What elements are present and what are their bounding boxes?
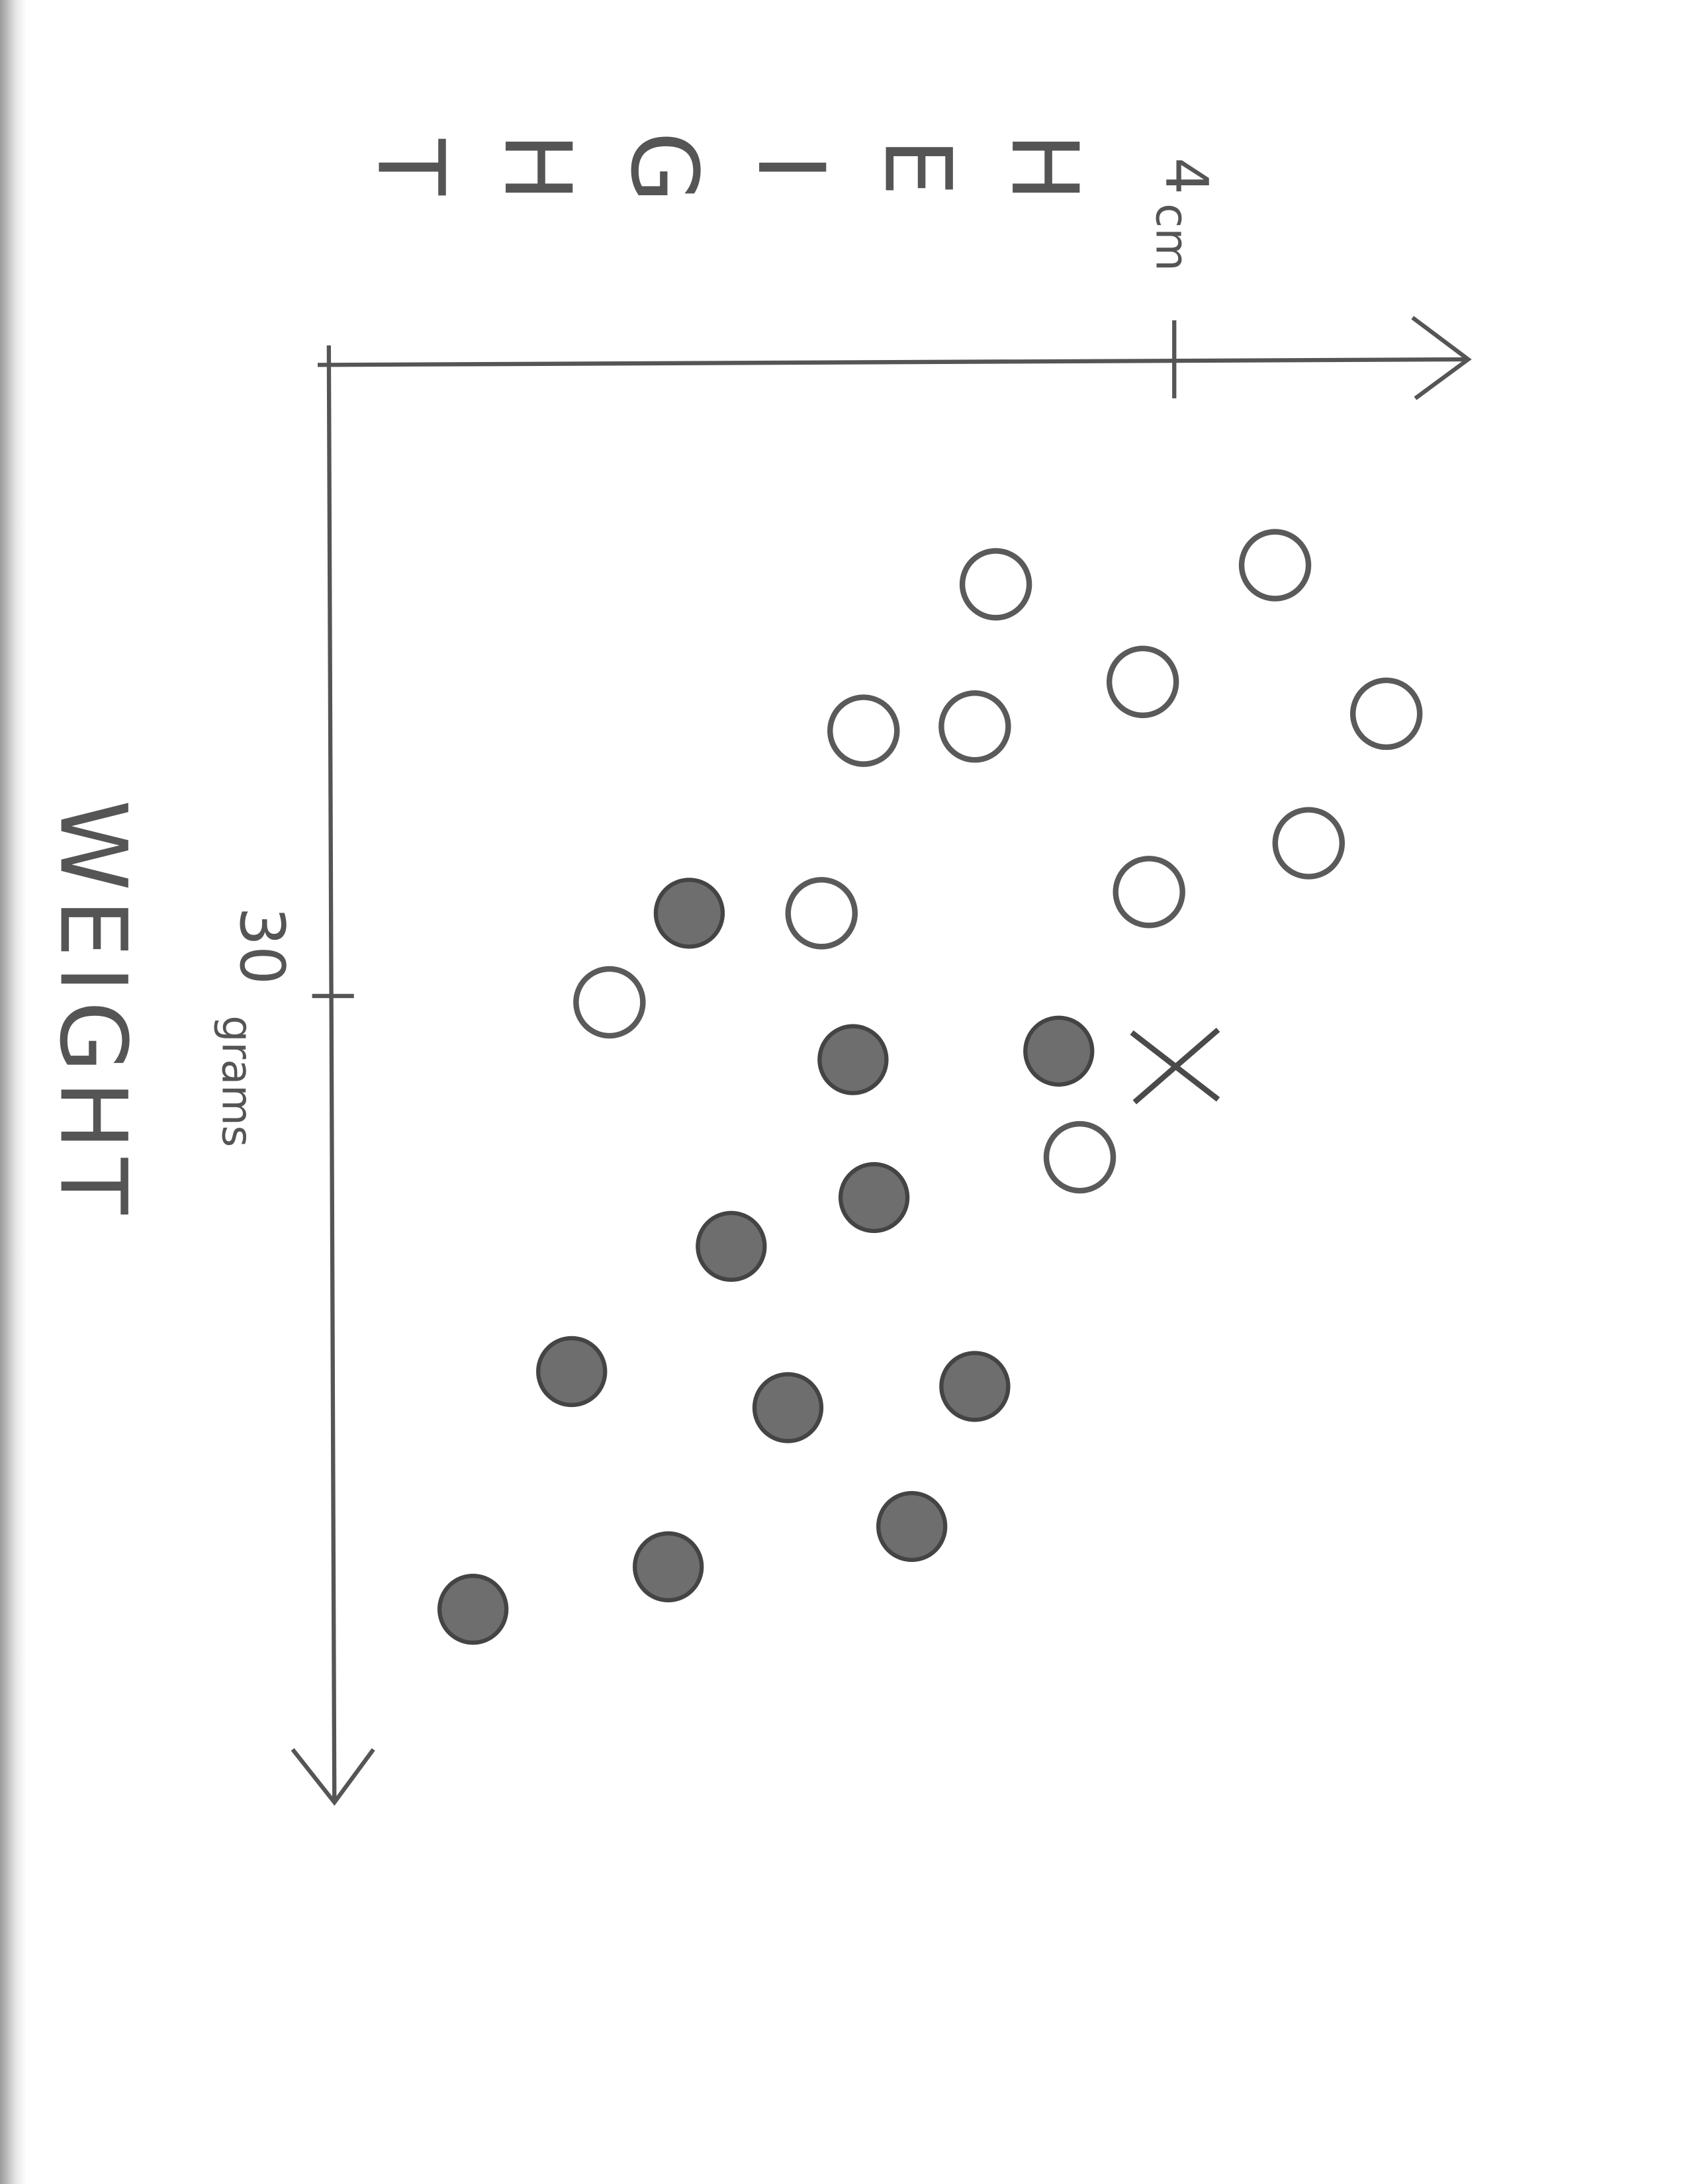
open-point: [1349, 677, 1423, 751]
open-point: [1238, 529, 1312, 602]
filled-point: [752, 1372, 824, 1443]
open-point: [827, 694, 900, 767]
y-axis-label: HEIGHT: [357, 132, 1098, 203]
y-unit: cm: [1146, 203, 1198, 271]
filled-point: [437, 1573, 509, 1645]
cross-point: [1130, 1027, 1220, 1105]
filled-point: [633, 1531, 704, 1603]
open-point: [785, 877, 858, 950]
open-point: [1113, 856, 1185, 929]
filled-point: [696, 1210, 767, 1282]
x-axis-label: WEIGHT: [40, 800, 147, 1223]
filled-point: [876, 1490, 948, 1563]
open-point: [959, 548, 1032, 621]
x-unit: grams: [213, 1015, 262, 1147]
y-axis: [318, 357, 1469, 367]
x-axis: [326, 345, 337, 1803]
plot-area: 30 grams 4 cm WEIGHT HEIGHT: [40, 132, 1472, 1806]
open-point: [938, 690, 1011, 763]
filled-point: [653, 878, 725, 949]
y-axis-arrow: [1411, 316, 1472, 400]
filled-point: [939, 1351, 1011, 1422]
scan-edge: [0, 0, 26, 2184]
x-axis-arrow: [291, 1748, 375, 1806]
filled-point: [1023, 1015, 1095, 1087]
open-point: [573, 966, 646, 1039]
y-tick-label: 4: [1152, 158, 1220, 195]
open-point: [1272, 807, 1345, 880]
open-point: [1043, 1120, 1117, 1194]
x-tick-label: 30: [226, 907, 298, 985]
filled-point: [536, 1336, 608, 1408]
open-point: [1106, 645, 1179, 719]
filled-point: [838, 1161, 910, 1234]
filled-point: [817, 1024, 889, 1095]
